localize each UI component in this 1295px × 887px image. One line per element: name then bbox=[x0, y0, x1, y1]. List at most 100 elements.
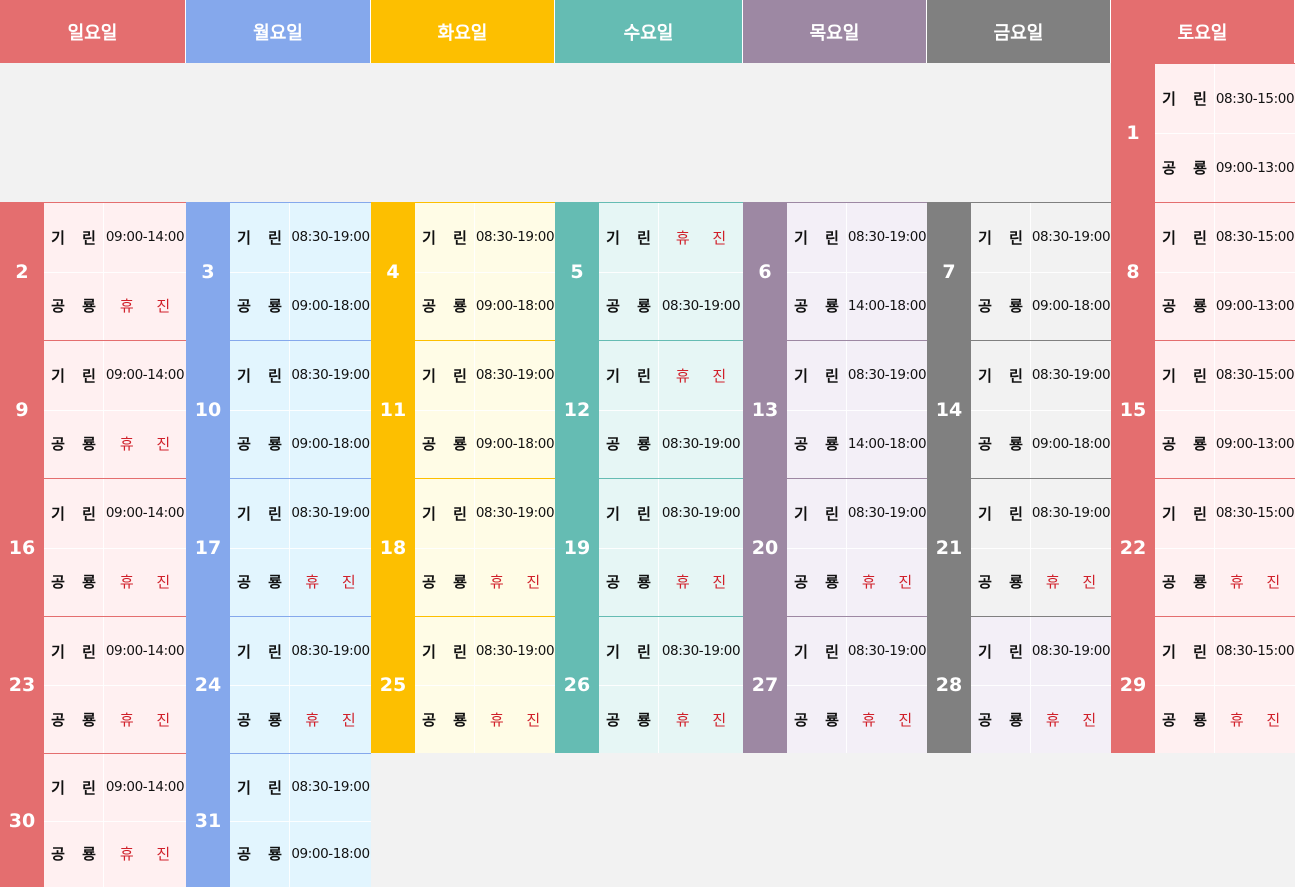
schedule-row: 공 룡 09:00-18:00 bbox=[415, 409, 555, 478]
schedule-row: 공 룡 08:30-19:00 bbox=[599, 409, 743, 478]
schedule-row: 기 린 09:00-14:00 bbox=[44, 479, 186, 549]
schedule-row: 공 룡 09:00-13:00 bbox=[1155, 271, 1295, 340]
hours-text: 08:30-19:00 bbox=[291, 643, 370, 659]
doctor-label: 기 린 bbox=[787, 341, 847, 410]
schedule-row: 기 린 08:30-19:00 bbox=[971, 617, 1111, 686]
doctor-label: 기 린 bbox=[230, 479, 290, 548]
doctor-label: 공 룡 bbox=[1155, 271, 1215, 340]
date-number: 14 bbox=[927, 341, 971, 478]
date-number: 8 bbox=[1111, 203, 1155, 340]
date-number: 1 bbox=[1111, 64, 1155, 202]
hours-text: 09:00-13:00 bbox=[1215, 435, 1295, 452]
day-off-text: 휴 진 bbox=[861, 710, 913, 729]
doctor-label: 공 룡 bbox=[415, 547, 475, 616]
day-off-text: 휴 진 bbox=[119, 297, 171, 316]
schedule-row: 기 린 08:30-19:00 bbox=[971, 203, 1111, 273]
doctor-label: 기 린 bbox=[787, 617, 847, 685]
doctor-label: 기 린 bbox=[599, 479, 659, 548]
doctor-label: 공 룡 bbox=[230, 271, 290, 340]
hours-text: 08:30-15:00 bbox=[1215, 643, 1295, 659]
hours-text: 08:30-19:00 bbox=[847, 367, 927, 384]
hours-text: 09:00-18:00 bbox=[291, 435, 370, 452]
day-cell-14[interactable]: 14 기 린 08:30-19:00 공 룡 09:00-18:00 bbox=[927, 340, 1111, 478]
day-cell-13[interactable]: 13 기 린 08:30-19:00 공 룡 14:00-18:00 bbox=[743, 340, 927, 478]
doctor-label: 공 룡 bbox=[230, 685, 290, 753]
schedule-row: 기 린 09:00-14:00 bbox=[44, 754, 186, 822]
day-cell-31[interactable]: 31 기 린 08:30-19:00 공 룡 09:00-18:00 bbox=[186, 753, 371, 887]
hours-text: 09:00-14:00 bbox=[105, 229, 185, 246]
doctor-label: 공 룡 bbox=[787, 271, 847, 340]
weekday-header: 일요일 bbox=[0, 0, 186, 63]
schedule-row: 공 룡 09:00-18:00 bbox=[415, 271, 555, 340]
doctor-label: 기 린 bbox=[1155, 341, 1215, 410]
day-off-text: 휴 진 bbox=[119, 435, 171, 454]
doctor-label: 공 룡 bbox=[1155, 685, 1215, 753]
schedule-row: 기 린 08:30-19:00 bbox=[415, 479, 555, 549]
doctor-label: 기 린 bbox=[971, 479, 1031, 548]
schedule-row: 기 린 08:30-19:00 bbox=[230, 617, 371, 686]
doctor-label: 기 린 bbox=[44, 341, 104, 410]
schedule-row: 공 룡 14:00-18:00 bbox=[787, 271, 927, 340]
day-cell-11[interactable]: 11 기 린 08:30-19:00 공 룡 09:00-18:00 bbox=[371, 340, 555, 478]
day-cell-10[interactable]: 10 기 린 08:30-19:00 공 룡 09:00-18:00 bbox=[186, 340, 371, 478]
date-number: 7 bbox=[927, 203, 971, 340]
doctor-label: 공 룡 bbox=[787, 685, 847, 753]
day-schedule: 기 린 08:30-19:00 공 룡 09:00-18:00 bbox=[230, 341, 371, 478]
doctor-label: 기 린 bbox=[599, 617, 659, 685]
hours-text: 08:30-19:00 bbox=[847, 229, 927, 246]
day-cell-15[interactable]: 15 기 린 08:30-15:00 공 룡 09:00-13:00 bbox=[1111, 340, 1295, 478]
day-schedule: 기 린 08:30-19:00 공 룡 14:00-18:00 bbox=[787, 341, 927, 478]
date-number: 17 bbox=[186, 479, 230, 616]
doctor-label: 공 룡 bbox=[44, 820, 104, 887]
date-number: 11 bbox=[371, 341, 415, 478]
hours-text: 09:00-13:00 bbox=[1215, 297, 1295, 314]
day-off-text: 휴 진 bbox=[489, 573, 541, 592]
day-schedule: 기 린 08:30-19:00 공 룡 14:00-18:00 bbox=[787, 203, 927, 340]
date-number: 10 bbox=[186, 341, 230, 478]
weekday-header: 화요일 bbox=[371, 0, 555, 63]
date-number: 4 bbox=[371, 203, 415, 340]
hours-text: 08:30-19:00 bbox=[475, 229, 555, 246]
hours-text: 09:00-13:00 bbox=[1215, 159, 1295, 176]
schedule-row: 기 린 09:00-14:00 bbox=[44, 617, 186, 686]
doctor-label: 공 룡 bbox=[44, 271, 104, 340]
hours-text: 08:30-19:00 bbox=[1031, 367, 1111, 384]
hours-text: 08:30-15:00 bbox=[1215, 90, 1295, 107]
